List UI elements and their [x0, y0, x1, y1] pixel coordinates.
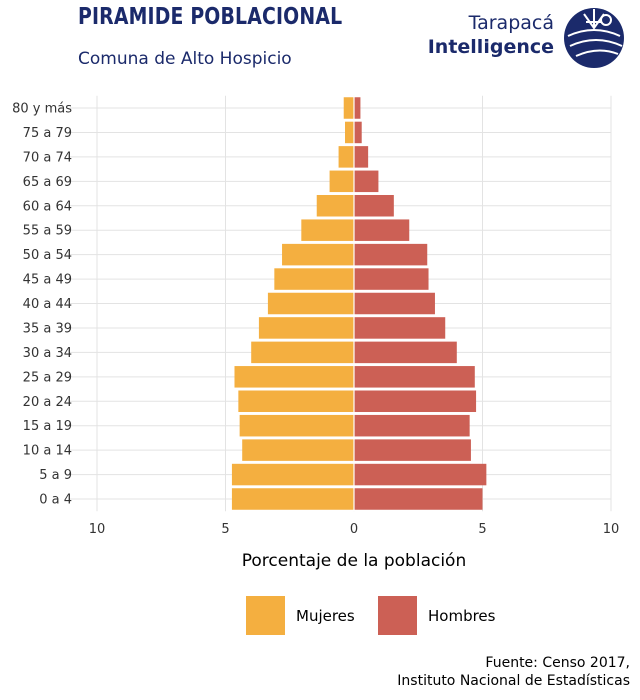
source-line-2: Instituto Nacional de Estadísticas — [397, 673, 630, 689]
bar-mujeres — [231, 488, 354, 510]
bar-mujeres — [239, 414, 354, 437]
y-tick-label: 15 a 19 — [23, 419, 72, 434]
bar-mujeres — [274, 268, 354, 290]
x-axis-title: Porcentaje de la población — [242, 551, 466, 571]
bar-hombres — [354, 121, 362, 144]
bars — [231, 95, 487, 512]
y-tick-label: 70 a 74 — [23, 150, 72, 165]
source-line-1: Fuente: Censo 2017, — [485, 655, 630, 671]
bar-mujeres — [242, 439, 354, 461]
brand-name-line2: Intelligence — [427, 36, 554, 58]
source-note: Fuente: Censo 2017, Instituto Nacional d… — [397, 654, 630, 690]
y-tick-label: 65 a 69 — [23, 175, 72, 190]
y-tick-label: 25 a 29 — [23, 370, 72, 385]
bar-hombres — [354, 463, 487, 486]
y-tick-label: 35 a 39 — [23, 321, 72, 336]
globe-logo-icon — [564, 8, 624, 68]
bar-hombres — [354, 243, 428, 266]
y-tick-label: 45 a 49 — [23, 273, 72, 288]
bar-mujeres — [316, 194, 354, 217]
bar-hombres — [354, 439, 471, 461]
bar-mujeres — [343, 97, 354, 119]
bar-hombres — [354, 170, 379, 193]
bar-hombres — [354, 390, 477, 413]
bar-mujeres — [338, 146, 354, 168]
x-tick-label: 10 — [603, 522, 620, 537]
bar-hombres — [354, 341, 457, 364]
bar-mujeres — [238, 390, 354, 413]
bar-mujeres — [231, 463, 354, 486]
x-tick-label: 5 — [221, 522, 229, 537]
x-tick-label: 5 — [478, 522, 486, 537]
bar-mujeres — [234, 366, 354, 388]
bar-mujeres — [345, 121, 354, 144]
legend-label-hombres: Hombres — [428, 607, 496, 625]
bar-mujeres — [301, 219, 354, 241]
y-tick-label: 20 a 24 — [23, 395, 72, 410]
y-tick-label: 40 a 44 — [23, 297, 72, 312]
bar-hombres — [354, 146, 369, 168]
chart-title: PIRAMIDE POBLACIONAL — [78, 4, 343, 30]
bar-hombres — [354, 317, 446, 339]
x-tick-label: 10 — [89, 522, 106, 537]
bar-mujeres — [329, 170, 354, 193]
y-tick-label: 0 a 4 — [39, 493, 72, 508]
bar-hombres — [354, 97, 361, 119]
y-tick-labels: 80 y más 75 a 79 70 a 74 65 a 69 60 a 64 55 a… — [12, 102, 72, 508]
y-tick-label: 10 a 14 — [23, 444, 72, 459]
bar-hombres — [354, 488, 483, 510]
bar-hombres — [354, 292, 435, 315]
bar-hombres — [354, 366, 475, 388]
bar-mujeres — [258, 317, 354, 339]
brand-name-line1: Tarapacá — [468, 12, 554, 34]
y-tick-label: 60 a 64 — [23, 199, 72, 214]
y-tick-label: 55 a 59 — [23, 224, 72, 239]
bar-mujeres — [251, 341, 354, 364]
y-tick-label: 30 a 34 — [23, 346, 72, 361]
legend-key-hombres — [378, 596, 417, 635]
bar-hombres — [354, 268, 429, 290]
legend-key-mujeres — [246, 596, 285, 635]
y-tick-label: 5 a 9 — [39, 468, 72, 483]
y-tick-label: 50 a 54 — [23, 248, 72, 263]
bar-mujeres — [267, 292, 354, 315]
x-tick-labels: 10 5 0 5 10 — [89, 522, 620, 537]
legend-label-mujeres: Mujeres — [296, 607, 355, 625]
bar-mujeres — [282, 243, 354, 266]
bar-hombres — [354, 194, 394, 217]
x-tick-label: 0 — [350, 522, 358, 537]
chart-subtitle: Comuna de Alto Hospicio — [78, 49, 292, 69]
bar-hombres — [354, 414, 470, 437]
y-tick-label: 75 a 79 — [23, 126, 72, 141]
y-tick-label: 80 y más — [12, 102, 72, 117]
bar-hombres — [354, 219, 410, 241]
